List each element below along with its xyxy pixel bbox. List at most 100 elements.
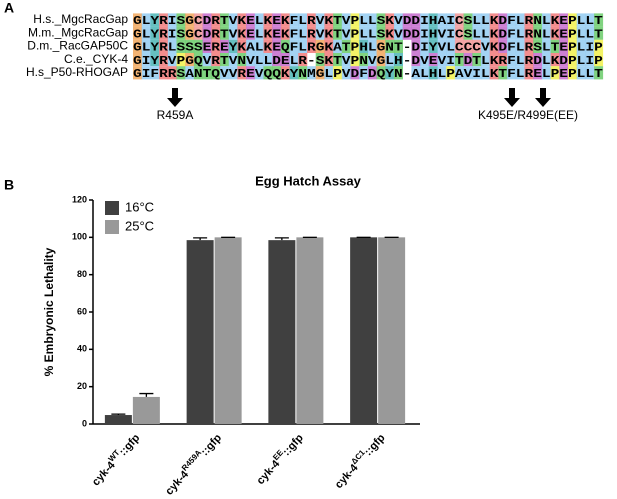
x-tick-label-part: cyk-4 [90,459,118,489]
residue-cell [289,26,299,40]
residue-cell [307,66,316,80]
residue-cell [333,53,343,67]
residue-cell [498,66,508,80]
residue-cell [150,13,160,27]
residue-cell [167,13,177,27]
residue-cell [481,26,490,40]
residue-cell [289,53,299,67]
residue-cell [594,66,604,80]
residue-cell [463,66,473,80]
residue-cell [541,53,551,67]
residue-cell [376,26,386,40]
error-bar [139,392,154,397]
residue-cell [550,66,560,80]
error-bar [111,413,126,416]
residue-cell [533,26,543,40]
residue-cell [576,39,586,53]
x-tick-label-part: ::gfp [117,432,142,458]
sequence: GIFRRSANTQVVREVQQKYNMGLPVDFDQYN-ALHLPAVI… [133,67,603,81]
residue-cell [341,53,351,67]
residue-cell [341,26,351,40]
residue-cell [193,53,203,67]
chart-title: Egg Hatch Assay [255,173,361,188]
residue-cell [333,26,343,40]
residue-cell [385,13,395,27]
y-tick-label: 40 [77,344,87,354]
residue-cell [167,53,177,67]
residue-cell [472,53,482,67]
annotation: R459A [157,108,194,122]
residue-cell [481,66,490,80]
residue-cell [559,53,569,67]
residue-cell [228,66,238,80]
residue-cell [576,66,586,80]
residue-cell [333,13,343,27]
y-tick-label: 100 [72,232,87,242]
residue-cell [280,66,290,80]
bar [350,237,378,424]
residue-cell [376,66,386,80]
residue-cell [211,26,221,40]
residue-cell [394,53,403,67]
residue-cell [411,53,421,67]
residue-cell [298,39,308,53]
residue-cell [515,53,525,67]
residue-cell [246,39,256,53]
residue-cell [524,26,534,40]
residue-cell [376,53,386,67]
residue-cell [507,13,517,27]
residue-cell [220,13,229,27]
y-tick-label: 0 [82,418,87,428]
residue-cell [254,26,264,40]
residue-cell [446,13,456,27]
residue-cell [237,66,247,80]
residue-cell [246,53,256,67]
residue-cell [394,26,403,40]
residue-cell [185,26,195,40]
residue-cell [141,13,151,27]
residue-cell [489,26,499,40]
residue-cell [594,39,604,53]
residue-cell [359,13,369,27]
residue-cell [272,39,282,53]
residue-cell [472,66,482,80]
residue-cell [568,13,577,27]
residue-cell [280,13,290,27]
residue-cell [585,13,595,27]
residue-cell [524,39,534,53]
bar [186,240,214,424]
residue-cell [254,39,264,53]
residue-cell [568,53,577,67]
residue-cell [176,66,186,80]
residue-cell [193,13,203,27]
residue-cell [167,66,177,80]
residue-cell [159,53,169,67]
residue-cell [481,13,490,27]
residue-cell [411,26,421,40]
residue-cell [428,39,438,53]
residue-cell [515,26,525,40]
residue-cell [254,13,264,27]
residue-cell [489,53,499,67]
residue-cell [541,39,551,53]
residue-cell [359,39,369,53]
sequence: GLYRISGCDRTVKELKEKFLRVKTVPLLSKVDDIHVICSL… [133,27,603,41]
residue-cell [307,39,316,53]
residue-cell [185,39,195,53]
residue-cell [289,13,299,27]
sequence-name: M.m._MgcRacGap [28,25,128,39]
residue-cell [367,53,377,67]
residue-cell [298,66,308,80]
residue-cell [167,39,177,53]
y-tick-label: 60 [77,306,87,316]
residue-cell [559,39,569,53]
residue-cell [541,66,551,80]
residue-cell [167,26,177,40]
x-tick-label-part: cyk-4 [255,457,283,487]
residue-cell [228,26,238,40]
residue-cell [420,66,430,80]
panel-label: B [4,177,14,193]
residue-cell [211,39,221,53]
residue-cell [585,26,595,40]
